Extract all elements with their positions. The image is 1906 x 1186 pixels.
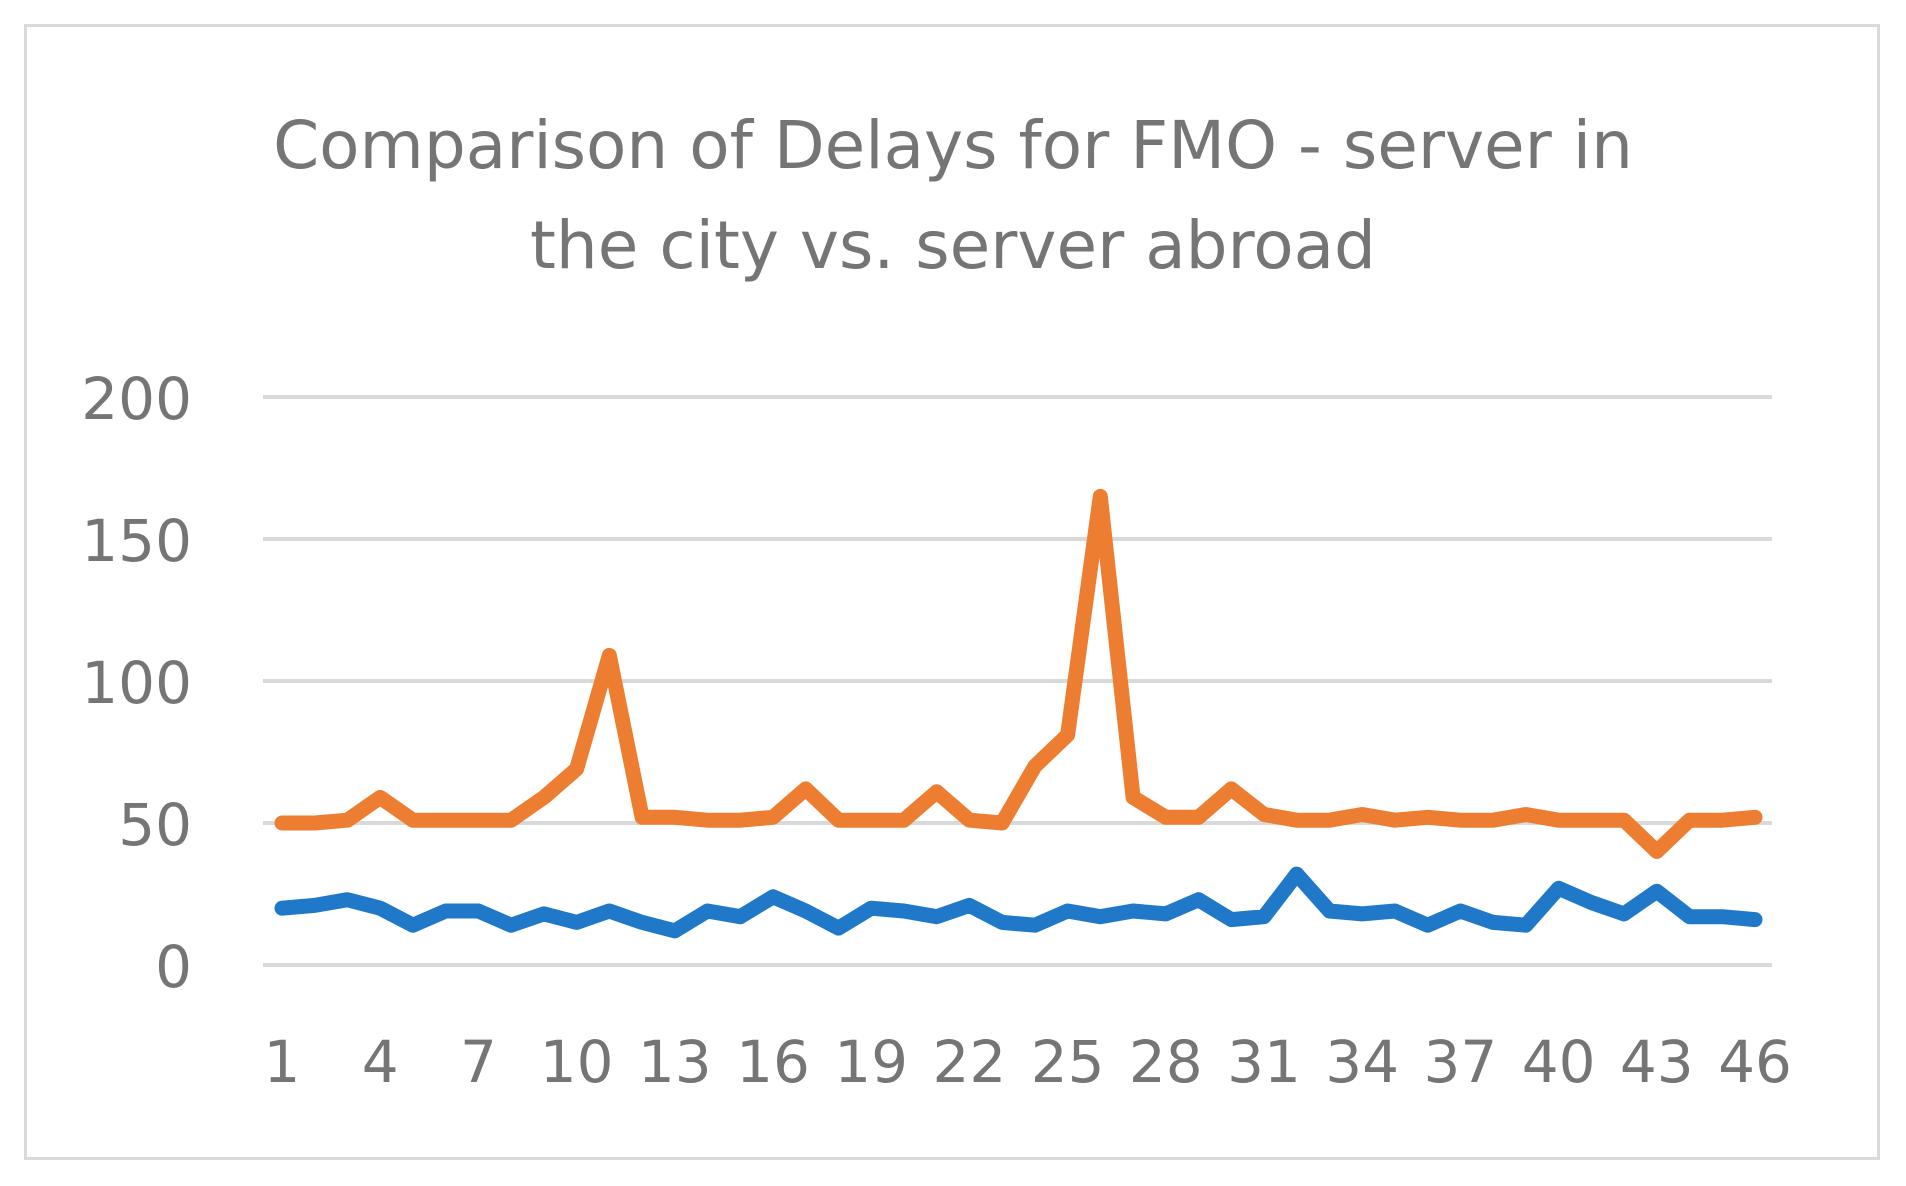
x-tick-label: 31 — [1227, 1028, 1301, 1096]
chart-title-line-1: Comparison of Delays for FMO - server in — [273, 107, 1633, 184]
x-tick-label: 34 — [1325, 1028, 1399, 1096]
x-tick-label: 7 — [460, 1028, 497, 1096]
series-lines — [274, 488, 1763, 939]
x-tick-label: 19 — [834, 1028, 908, 1096]
x-tick-label: 10 — [540, 1028, 614, 1096]
x-tick-label: 22 — [932, 1028, 1006, 1096]
chart-title-line-2: the city vs. server abroad — [530, 207, 1376, 284]
y-tick-label: 100 — [81, 649, 192, 717]
x-tick-label: 28 — [1129, 1028, 1203, 1096]
y-tick-label: 200 — [81, 365, 192, 433]
y-tick-label: 0 — [155, 933, 192, 1001]
x-tick-label: 37 — [1423, 1028, 1497, 1096]
y-tick-label: 50 — [118, 791, 192, 859]
x-axis-ticks: 1 4 7 10 13 16 19 22 25 28 31 34 37 40 43 46 — [264, 1028, 1792, 1096]
x-tick-label: 16 — [736, 1028, 810, 1096]
y-tick-label: 150 — [81, 507, 192, 575]
gridlines — [263, 395, 1772, 967]
x-tick-label: 46 — [1718, 1028, 1792, 1096]
x-tick-label: 13 — [638, 1028, 712, 1096]
y-axis-ticks: 0 50 100 150 200 — [81, 365, 192, 1001]
x-tick-label: 4 — [362, 1028, 399, 1096]
x-tick-label: 25 — [1031, 1028, 1105, 1096]
x-tick-label: 1 — [264, 1028, 301, 1096]
series-line-1 — [274, 488, 1763, 859]
chart-title: Comparison of Delays for FMO - server in… — [0, 96, 1906, 296]
chart-frame — [24, 24, 1880, 1160]
series-line-2 — [274, 866, 1763, 939]
x-tick-label: 43 — [1620, 1028, 1694, 1096]
x-tick-label: 40 — [1522, 1028, 1596, 1096]
